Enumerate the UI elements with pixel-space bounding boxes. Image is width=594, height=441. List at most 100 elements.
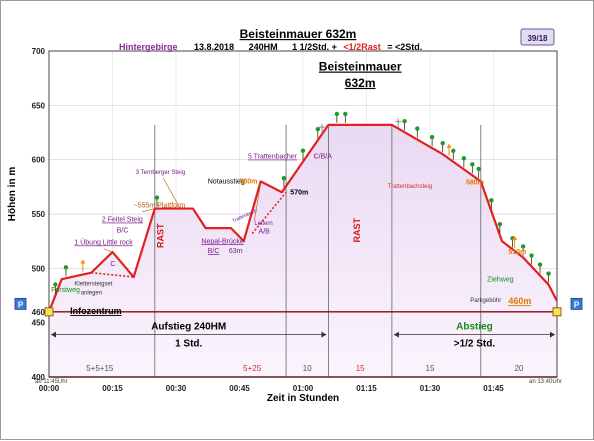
y-axis-label: Höhen in m	[7, 167, 18, 222]
elevation-series-line	[47, 123, 558, 313]
dashed-route-line	[251, 191, 287, 235]
tree-icon	[343, 111, 348, 117]
subtitle-time: 1 1/2Std. +	[292, 42, 337, 52]
tree-icon	[402, 119, 407, 124]
subtitle-region: Hintergebirge	[119, 42, 178, 52]
segment-duration-label: 5+5+15	[86, 364, 114, 373]
phase-sublabel: 1 Std.	[175, 339, 202, 350]
waypoint-arrow-icon	[446, 143, 452, 148]
subtitle-date: 13.8.2018	[194, 42, 234, 52]
y-tick-label: 700	[32, 47, 46, 56]
x-tick-label: 01:30	[420, 384, 441, 393]
rast-label: RAST	[155, 223, 165, 248]
page-badge-box	[520, 28, 555, 46]
phase-sublabel: >1/2 Std.	[454, 339, 496, 350]
x-tick-label: 00:00	[39, 384, 60, 393]
tree-icon	[546, 271, 551, 276]
annotation-leader	[142, 208, 155, 213]
annotation-label: ~555m Plattform	[134, 202, 186, 209]
annotation-label: 510m	[508, 249, 526, 256]
annotation-label: 580m	[466, 180, 484, 187]
subtitle-total: = <2Std.	[387, 42, 422, 52]
waypoint-arrow-icon	[512, 235, 518, 240]
annotation-label: 1 Übung Little rock	[74, 238, 133, 246]
annotation-label: Notausstieg	[208, 179, 245, 186]
dashed-route-line	[91, 271, 134, 278]
annotation-leader	[254, 183, 261, 221]
parking-icon-box	[14, 297, 27, 310]
x-tick-label: 01:00	[293, 384, 314, 393]
x-tick-label: 00:45	[229, 384, 250, 393]
annotation-label: C/B/A	[314, 154, 333, 161]
tree-icon	[489, 198, 494, 203]
segment-duration-label: 15	[356, 364, 365, 373]
end-time-label: an 13:40Uhr	[529, 379, 562, 385]
y-tick-label: 500	[32, 264, 46, 273]
tree-icon	[315, 127, 321, 132]
annotation-label: 460m	[508, 296, 531, 306]
annotation-label: B/C	[208, 248, 220, 255]
tree-icon	[334, 111, 340, 117]
x-tick-label: 01:45	[483, 384, 504, 393]
tree-icon	[429, 134, 435, 140]
annotation-label: 63m	[229, 248, 243, 255]
chart-subtitle: Hintergebirge 13.8.2018 240HM 1 1/2Std. …	[119, 42, 422, 52]
annotation-label: B/C	[117, 227, 129, 234]
phase-label: Aufstieg 240HM	[151, 322, 226, 333]
annotation-leader	[103, 248, 113, 253]
endpoint-marker	[44, 307, 54, 317]
tree-icon	[281, 176, 287, 181]
axes: 400 450 500 550 600 650 700 460 00:00 00:15 00:30 0…	[7, 47, 562, 404]
y-tick-label: 460	[32, 308, 46, 317]
subtitle-elevation-gain: 240HM	[249, 42, 278, 52]
tree-icon	[415, 126, 420, 131]
annotation-label: Leitern	[254, 221, 272, 227]
tree-icon	[63, 265, 69, 270]
annotation-label: 580m	[240, 179, 258, 186]
rast-label: RAST	[352, 218, 362, 243]
annotation-label: C	[110, 261, 115, 268]
waypoint-arrow-icon	[80, 259, 86, 264]
y-tick-label: 400	[32, 373, 46, 382]
tree-icon	[300, 148, 306, 153]
phase-arrow-head-right	[321, 331, 327, 338]
tree-icon	[529, 253, 534, 258]
annotation-label: A/B	[259, 229, 271, 236]
tree-icon	[440, 141, 445, 146]
plot-border	[48, 50, 558, 378]
annotation-label: 2 Feitel Steig	[102, 217, 143, 224]
page-badge: 39/18	[527, 34, 548, 43]
tree-icon	[497, 221, 503, 227]
tree-icon	[470, 162, 475, 167]
x-tick-label: 01:15	[356, 384, 377, 393]
annotation-label: Forstweg	[51, 287, 80, 294]
annotation-label: Nepal-Brücke	[201, 238, 244, 245]
x-tick-label: 00:15	[102, 384, 123, 393]
elevation-line	[47, 123, 558, 313]
phase-label: Abstieg	[456, 322, 493, 333]
tree-icon	[451, 148, 456, 153]
tree-icon	[537, 262, 543, 267]
profile-fill	[49, 124, 557, 377]
segment-duration-label: 10	[303, 364, 312, 373]
phase-arrow-head-left	[51, 331, 56, 338]
annotation-label: 3 Ternberger Steig	[136, 170, 185, 176]
annotation-label: Infozentrum	[70, 306, 122, 316]
annotation-label: Ziehweg	[487, 276, 514, 283]
y-tick-label: 650	[32, 101, 46, 110]
phase-arrow-head-right	[550, 331, 555, 338]
tree-icon	[53, 282, 58, 287]
chart-title: Beisteinmauer 632m	[240, 27, 357, 41]
parking-icon: P	[18, 300, 24, 309]
annotation-label: anlegen	[81, 290, 102, 296]
elevation-area	[49, 124, 557, 377]
annotation-label: Trattenbachsteig	[388, 184, 432, 190]
annotation-leader	[163, 177, 181, 209]
y-tick-label: 600	[32, 156, 46, 165]
summit-label: Beisteinmauer	[319, 60, 402, 74]
y-tick-label: 550	[32, 210, 46, 219]
tree-icon	[520, 244, 526, 249]
